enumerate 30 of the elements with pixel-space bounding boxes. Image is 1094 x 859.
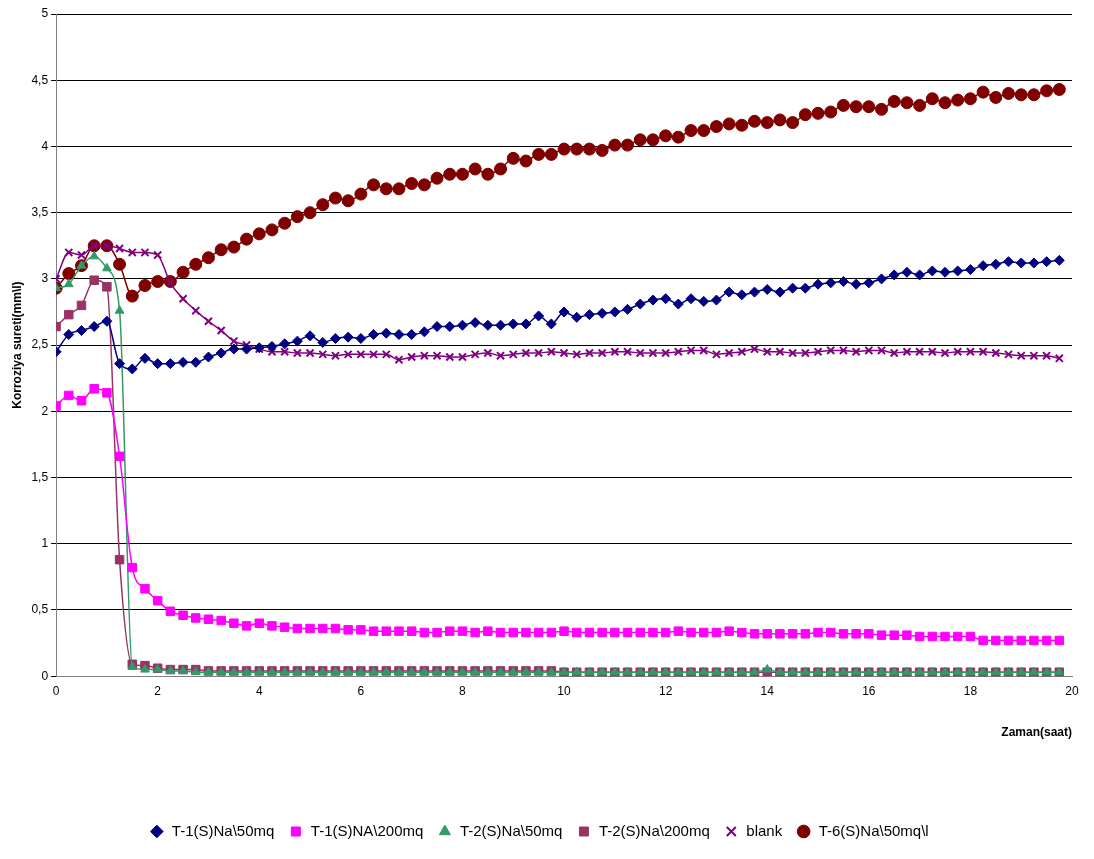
legend-label: T-2(S)Na\50mq bbox=[459, 821, 563, 839]
x-tick-label: 8 bbox=[459, 683, 467, 698]
y-tick-label: 2 bbox=[41, 403, 49, 418]
x-tick-label: 2 bbox=[154, 683, 162, 698]
x-tick-label: 4 bbox=[255, 683, 263, 698]
x-tick-label: 20 bbox=[1065, 683, 1079, 698]
x-tick-label: 0 bbox=[52, 683, 60, 698]
y-tick-label: 1 bbox=[41, 536, 49, 551]
x-tick-label: 12 bbox=[658, 683, 673, 698]
y-tick-label: 2,5 bbox=[31, 337, 49, 352]
x-axis-title: Zaman(saat) bbox=[1001, 725, 1072, 740]
y-tick-label: 4 bbox=[41, 138, 49, 153]
legend-label: blank bbox=[746, 821, 783, 839]
x-tick-label: 16 bbox=[862, 683, 876, 698]
x-tick-label: 10 bbox=[557, 683, 572, 698]
x-tick-label: 6 bbox=[357, 683, 365, 698]
x-tick-label: 14 bbox=[760, 683, 775, 698]
y-tick-label: 1,5 bbox=[31, 469, 49, 484]
legend-label: T-6(S)Na\50mq\l bbox=[818, 821, 929, 839]
y-tick-label: 0,5 bbox=[31, 602, 49, 617]
legend-label: T-2(S)Na\200mq bbox=[598, 821, 710, 839]
y-axis-title: Korroziya sureti(mm\l) bbox=[9, 281, 24, 409]
x-tick-label: 18 bbox=[963, 683, 978, 698]
y-tick-label: 3 bbox=[41, 271, 49, 286]
y-tick-label: 5 bbox=[41, 6, 49, 21]
y-tick-label: 4,5 bbox=[31, 72, 49, 87]
legend-label: T-1(S)Na\50mq bbox=[171, 821, 275, 839]
y-tick-label: 0 bbox=[41, 668, 49, 683]
y-tick-label: 3,5 bbox=[31, 204, 49, 219]
legend-label: T-1(S)NA\200mq bbox=[310, 821, 424, 839]
